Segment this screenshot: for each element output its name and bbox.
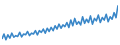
line — [2, 5, 118, 39]
chart — [0, 0, 120, 45]
plot-area — [2, 5, 118, 39]
